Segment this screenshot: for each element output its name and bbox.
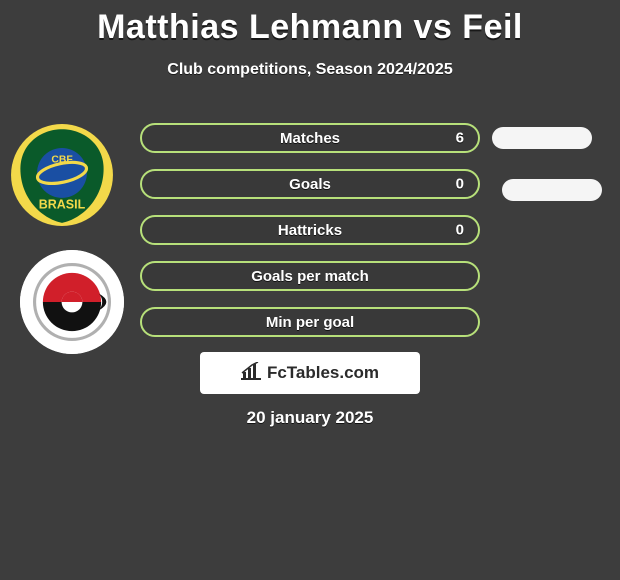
comparison-title: Matthias Lehmann vs Feil	[0, 0, 620, 47]
stat-label: Goals	[289, 176, 331, 193]
stat-value: 0	[456, 176, 464, 193]
stats-container: Matches 6 Goals 0 Hattricks 0 Goals per …	[140, 123, 480, 353]
stat-label: Goals per match	[251, 268, 369, 285]
stat-label: Matches	[280, 130, 340, 147]
team-badge-1: BRASIL CBF	[10, 123, 114, 227]
branding-label: FcTables.com	[267, 363, 379, 383]
branding-box: FcTables.com	[200, 352, 420, 394]
stat-row: Hattricks 0	[140, 215, 480, 245]
stat-label: Min per goal	[266, 314, 354, 331]
date-text: 20 january 2025	[0, 408, 620, 428]
stat-value: 6	[456, 130, 464, 147]
side-pill	[502, 179, 602, 201]
comparison-subtitle: Club competitions, Season 2024/2025	[0, 61, 620, 79]
chart-icon	[241, 362, 261, 385]
team-badge-2	[20, 250, 124, 354]
stat-row: Min per goal	[140, 307, 480, 337]
stat-row: Goals 0	[140, 169, 480, 199]
svg-text:CBF: CBF	[51, 155, 72, 166]
stat-label: Hattricks	[278, 222, 342, 239]
svg-text:BRASIL: BRASIL	[39, 197, 86, 211]
stat-row: Matches 6	[140, 123, 480, 153]
stat-value: 0	[456, 222, 464, 239]
side-pill	[492, 127, 592, 149]
stat-row: Goals per match	[140, 261, 480, 291]
